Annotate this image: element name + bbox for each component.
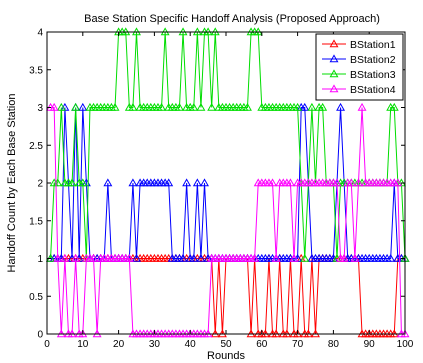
y-tick-label: 1.5 <box>29 216 43 227</box>
data-point <box>71 102 81 111</box>
legend-label: BStation2 <box>350 54 396 66</box>
legend-entry: BStation2 <box>322 54 396 66</box>
data-point <box>124 253 134 262</box>
legend-label: BStation3 <box>350 69 396 81</box>
y-tick-label: 3.5 <box>29 65 43 76</box>
x-tick-label: 20 <box>113 339 125 350</box>
data-point <box>307 102 317 111</box>
y-tick-label: 1 <box>37 254 43 265</box>
data-point <box>174 102 184 111</box>
y-axis-label: Handoff Count by Each Base Station <box>6 94 18 273</box>
data-point <box>78 102 88 111</box>
data-point <box>207 102 217 111</box>
data-point <box>339 253 349 262</box>
data-point <box>60 253 70 262</box>
series-layer <box>46 27 410 338</box>
data-point <box>196 102 206 111</box>
data-point <box>393 178 403 187</box>
data-point <box>300 102 310 111</box>
data-point <box>128 178 138 187</box>
data-point <box>189 102 199 111</box>
data-point <box>49 102 59 111</box>
x-tick-label: 10 <box>77 339 89 350</box>
data-point <box>110 102 120 111</box>
data-point <box>164 178 174 187</box>
legend-marker <box>329 84 339 93</box>
x-tick-label: 70 <box>292 339 304 350</box>
y-tick-label: 2.5 <box>29 141 43 152</box>
data-point <box>196 253 206 262</box>
data-point <box>103 178 113 187</box>
data-point <box>56 102 66 111</box>
x-tick-label: 30 <box>149 339 161 350</box>
x-tick-label: 100 <box>397 339 414 350</box>
data-point <box>346 178 356 187</box>
data-point <box>332 178 342 187</box>
legend: BStation1 BStation2 BStation3 BStation4 <box>315 33 404 101</box>
data-point <box>300 253 310 262</box>
x-tick-label: 60 <box>256 339 268 350</box>
x-tick-label: 50 <box>220 339 232 350</box>
y-tick-label: 2 <box>37 179 43 190</box>
x-axis-label: Rounds <box>207 350 245 362</box>
data-point <box>89 253 99 262</box>
data-point <box>336 102 346 111</box>
data-point <box>293 102 303 111</box>
legend-marker <box>329 39 339 48</box>
data-point <box>350 253 360 262</box>
legend-marker <box>329 54 339 63</box>
legend-entry: BStation1 <box>322 39 396 51</box>
data-point <box>386 253 396 262</box>
data-point <box>132 253 141 262</box>
y-tick-label: 0.5 <box>29 292 43 303</box>
legend-entry: BStation4 <box>322 84 396 96</box>
data-point <box>389 102 399 111</box>
data-point <box>353 178 363 187</box>
legend-label: BStation4 <box>350 84 396 96</box>
data-point <box>243 102 252 111</box>
x-tick-label: 80 <box>328 339 340 350</box>
data-point <box>189 253 199 262</box>
data-point <box>285 178 295 187</box>
data-point <box>78 178 88 187</box>
data-point <box>157 102 167 111</box>
data-point <box>178 253 188 262</box>
x-tick-label: 90 <box>364 339 376 350</box>
x-tick-label: 0 <box>44 339 50 350</box>
series-4 <box>46 102 410 338</box>
x-tick-label: 40 <box>185 339 197 350</box>
data-point <box>200 178 209 187</box>
y-tick-label: 0 <box>37 330 43 341</box>
data-point <box>182 178 192 187</box>
data-point <box>192 178 202 187</box>
x-axis: 0 10 20 30 40 50 60 70 80 90 100 <box>44 32 414 350</box>
data-point <box>318 102 328 111</box>
legend-entry: BStation3 <box>322 69 396 81</box>
data-point <box>268 178 278 187</box>
data-point <box>67 178 77 187</box>
data-point <box>128 102 138 111</box>
data-point <box>250 253 260 262</box>
data-point <box>53 253 63 262</box>
data-point <box>271 253 281 262</box>
y-axis: 0 0.5 1 1.5 2 2.5 3 3.5 4 <box>29 28 405 341</box>
data-point <box>289 253 299 262</box>
legend-marker <box>329 69 339 78</box>
chart-title: Base Station Specific Handoff Analysis (… <box>84 13 380 25</box>
data-point <box>357 102 367 111</box>
legend-label: BStation1 <box>350 39 396 51</box>
data-point <box>71 253 81 262</box>
y-tick-label: 3 <box>37 103 43 114</box>
y-tick-label: 4 <box>37 28 43 39</box>
